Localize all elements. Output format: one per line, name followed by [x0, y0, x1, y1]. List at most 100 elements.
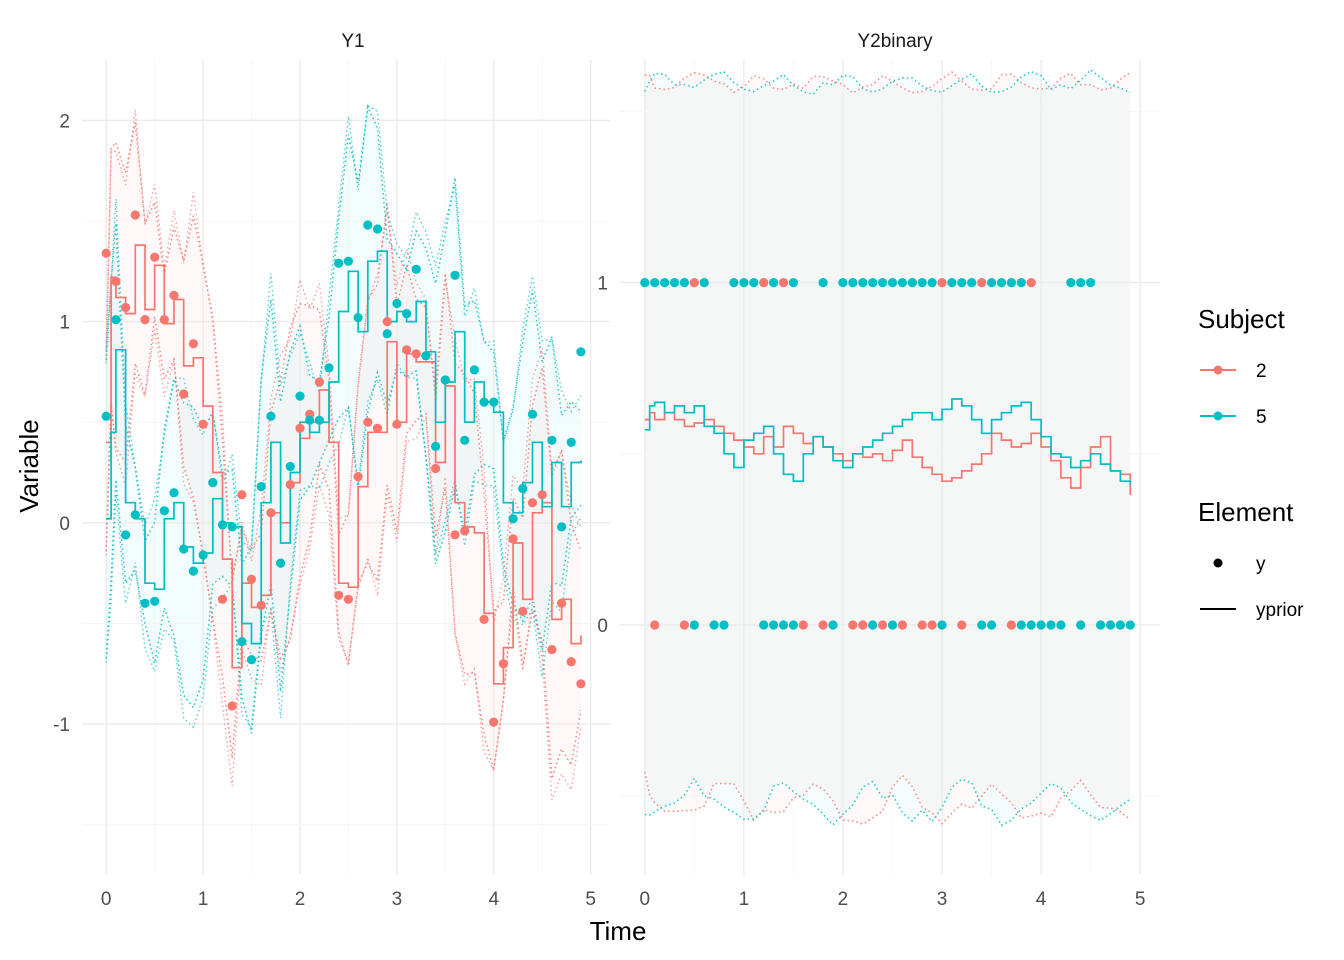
y-point-y1-subject-2: [353, 472, 363, 482]
y-point-y1-subject-2: [576, 679, 586, 689]
x-tick-label: 2: [838, 889, 849, 910]
y-point-y2binary-subject-5: [987, 620, 997, 630]
y-point-y2binary-subject-5: [739, 278, 749, 288]
y-point-y1-subject-2: [489, 717, 499, 727]
y-point-y1-subject-5: [324, 363, 334, 373]
y-point-y2binary-subject-5: [818, 278, 828, 288]
y-point-y1-subject-2: [101, 248, 111, 258]
y-point-y1-subject-2: [150, 252, 160, 262]
y-point-y2binary-subject-5: [640, 278, 650, 288]
band-y2binary-subject-2: [644, 72, 1131, 824]
y-point-y1-subject-5: [363, 220, 373, 230]
y-point-y1-subject-2: [460, 526, 470, 536]
y-point-y2binary-subject-5: [927, 278, 937, 288]
y-point-y1-subject-2: [402, 345, 412, 355]
y-point-y2binary-subject-5: [1076, 620, 1086, 630]
y-point-y1-subject-5: [314, 415, 324, 425]
y-point-y2binary-subject-5: [828, 620, 838, 630]
y-point-y1-subject-5: [411, 264, 421, 274]
y-point-y1-subject-5: [557, 522, 567, 532]
y-point-y1-subject-5: [150, 596, 160, 606]
y-point-y1-subject-2: [198, 419, 208, 429]
y-point-y1-subject-2: [431, 463, 441, 474]
y-point-y1-subject-5: [256, 482, 266, 492]
y-point-y2binary-subject-5: [1125, 620, 1135, 630]
y-point-y1-subject-5: [276, 558, 286, 568]
y-point-y1-subject-5: [576, 347, 586, 357]
y-point-y1-subject-2: [557, 598, 567, 608]
x-tick-label: 5: [1135, 889, 1146, 910]
y-point-y1-subject-2: [518, 606, 528, 617]
y-point-y1-subject-5: [421, 351, 431, 361]
y-point-y1-subject-2: [547, 645, 557, 655]
y-point-y1-subject-2: [266, 508, 276, 518]
y-point-y2binary-subject-5: [838, 278, 848, 288]
y-tick-label: -1: [53, 715, 70, 736]
y-point-y2binary-subject-2: [689, 278, 699, 288]
band-y1-subject-5: [106, 106, 581, 734]
y-point-y2binary-subject-5: [1056, 620, 1066, 630]
x-tick-label: 2: [295, 889, 306, 910]
y-point-y2binary-subject-5: [1016, 278, 1026, 288]
legend-subject-title: Subject: [1198, 304, 1285, 334]
y-point-y1-subject-5: [305, 415, 315, 425]
y-point-y1-subject-5: [208, 478, 218, 488]
y-point-y1-subject-2: [256, 600, 266, 610]
y-point-y1-subject-5: [121, 530, 131, 540]
y-point-y1-subject-2: [169, 290, 179, 300]
y-point-y1-subject-2: [295, 423, 305, 433]
y-tick-label: 2: [59, 111, 70, 132]
y-point-y1-subject-2: [566, 657, 576, 667]
y-point-y2binary-subject-5: [858, 278, 868, 288]
band-y1-subject-2: [106, 122, 581, 779]
y-point-y1-subject-5: [372, 224, 383, 234]
y-point-y1-subject-5: [479, 397, 489, 407]
y-tick-label: 1: [597, 274, 608, 295]
y-point-y1-subject-5: [179, 544, 189, 554]
y-point-y2binary-subject-5: [987, 278, 997, 288]
legend-label-y: y: [1256, 554, 1266, 575]
y-point-y2binary-subject-2: [818, 620, 828, 630]
y-point-y2binary-subject-2: [650, 620, 660, 630]
y-point-y1-subject-5: [382, 329, 392, 339]
x-tick-label: 0: [101, 889, 112, 910]
y-point-y2binary-subject-5: [749, 278, 759, 288]
prior-bound-outer-upper-y1-subject-2: [105, 109, 582, 623]
y-point-y2binary-subject-5: [1115, 620, 1125, 630]
y-point-y1-subject-5: [353, 313, 363, 323]
y-point-y2binary-subject-5: [769, 620, 779, 630]
y-point-y2binary-subject-5: [947, 278, 957, 288]
y-point-y2binary-subject-5: [788, 278, 799, 288]
x-axis-title: Time: [590, 916, 647, 946]
y-point-y1-subject-2: [450, 530, 460, 540]
y-point-y2binary-subject-2: [1006, 620, 1017, 630]
y-point-y2binary-subject-5: [996, 278, 1007, 288]
y-point-y1-subject-2: [372, 423, 383, 433]
y-point-y1-subject-2: [159, 315, 169, 325]
y-point-y1-subject-5: [188, 566, 198, 576]
y-point-y1-subject-2: [527, 498, 538, 508]
x-tick-label: 4: [1036, 889, 1047, 910]
x-tick-label: 1: [198, 889, 209, 910]
y-point-y1-subject-2: [188, 339, 198, 349]
y-point-y1-subject-2: [498, 659, 508, 669]
y-point-y2binary-subject-5: [699, 278, 709, 288]
y-axis-title: Variable: [14, 419, 44, 512]
y-point-y1-subject-2: [246, 574, 257, 584]
y-point-y1-subject-2: [121, 302, 131, 313]
y-point-y2binary-subject-5: [788, 620, 799, 630]
prior-bound-lower-y2binary-subject-5: [644, 776, 1131, 827]
y-point-y2binary-subject-5: [878, 278, 888, 288]
prior-bound-lower-y1-subject-5: [105, 368, 582, 734]
y-point-y1-subject-5: [159, 506, 169, 516]
y-point-y2binary-subject-2: [878, 620, 888, 630]
y-point-y2binary-subject-5: [650, 278, 660, 288]
y-point-y1-subject-5: [440, 375, 450, 385]
y-point-y2binary-subject-5: [887, 278, 898, 288]
y-point-y2binary-subject-5: [897, 278, 908, 288]
y-point-y1-subject-5: [547, 435, 557, 445]
y-point-y1-subject-2: [479, 614, 489, 625]
panel-title-y1: Y1: [341, 31, 364, 52]
y-point-y1-subject-5: [402, 309, 412, 319]
x-tick-label: 3: [937, 889, 948, 910]
